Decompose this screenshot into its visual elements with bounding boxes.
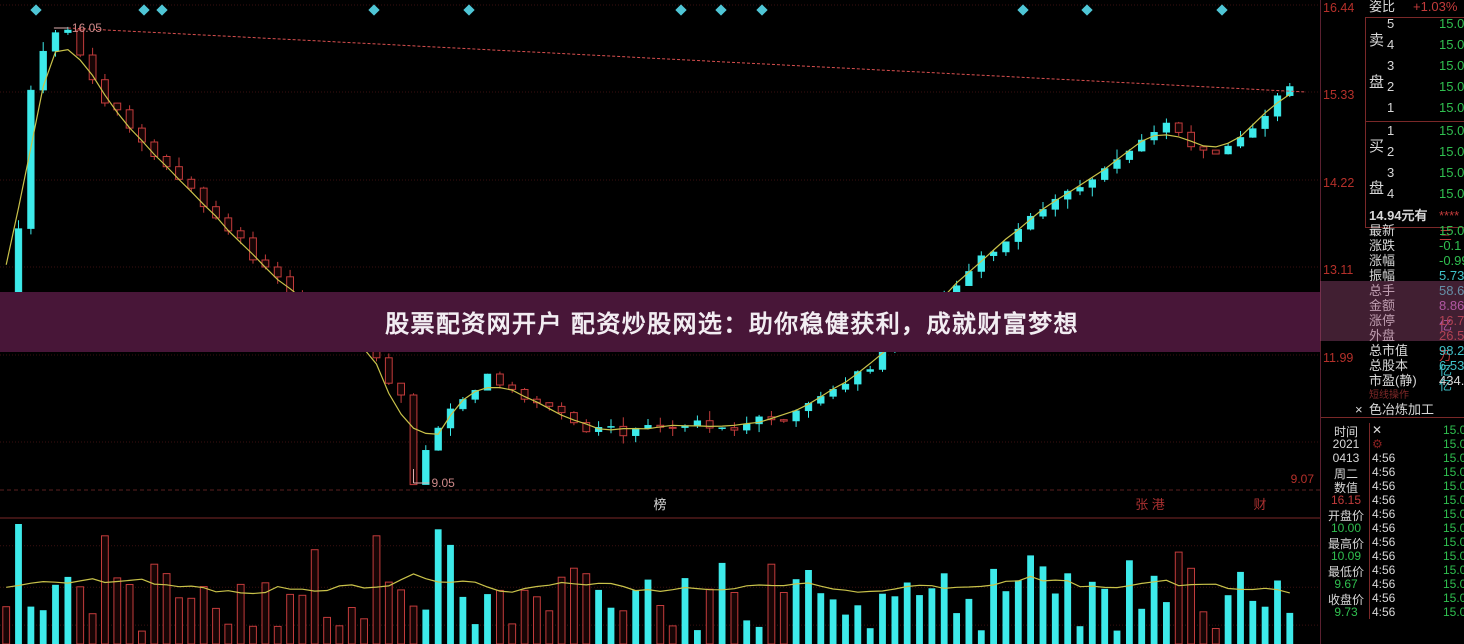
svg-text:张 港: 张 港: [1135, 497, 1165, 512]
svg-text:9.05: 9.05: [432, 476, 456, 490]
svg-text:9.07: 9.07: [1291, 472, 1315, 486]
svg-text:财: 财: [1253, 497, 1266, 512]
svg-text:16.05: 16.05: [72, 21, 102, 35]
svg-text:榜: 榜: [653, 497, 666, 512]
